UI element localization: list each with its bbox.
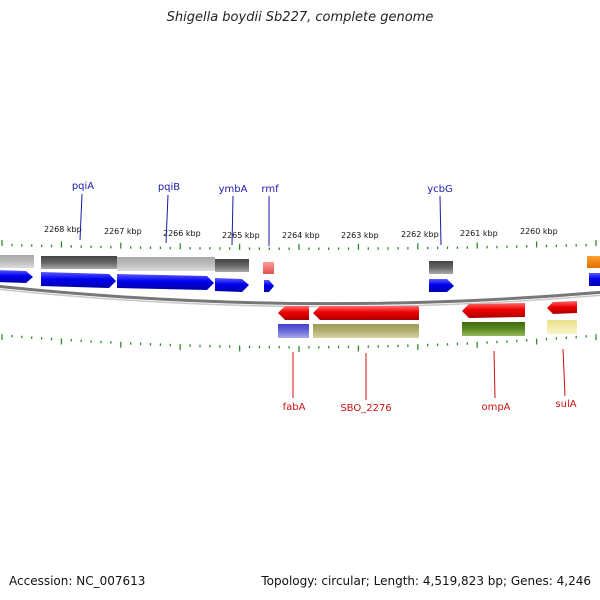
label-leaders-top [80,194,441,246]
feature-bar[interactable] [278,324,309,338]
gene-arrow-forward[interactable] [41,272,116,288]
gene-arrow-forward[interactable] [429,279,454,292]
feature-bar[interactable] [215,259,249,272]
tick-marks-top [2,240,596,250]
gene-label-ymbA[interactable]: ymbA [219,184,248,195]
gene-label-ompA[interactable]: ompA [481,402,510,413]
feature-bar[interactable] [547,320,577,334]
gene-label-rmf[interactable]: rmf [261,184,279,195]
scale-label: 2265 kbp [222,231,260,240]
scale-label: 2261 kbp [460,229,498,238]
gene-labels-bottom: fabA SBO_2276 ompA sulA [283,399,577,414]
gene-label-SBO_2276[interactable]: SBO_2276 [340,403,391,414]
scale-label: 2268 kbp [44,225,82,234]
scale-label: 2267 kbp [104,227,142,236]
gene-label-fabA[interactable]: fabA [283,402,306,413]
gene-label-ycbG[interactable]: ycbG [427,184,453,195]
gene-arrow-forward[interactable] [215,278,249,292]
gene-arrow-reverse[interactable] [547,301,577,314]
gene-label-sulA[interactable]: sulA [555,399,576,410]
feature-track-lower [278,320,577,338]
feature-bar[interactable] [587,256,600,268]
gene-arrow-reverse[interactable] [278,306,309,320]
accession-text: Accession: NC_007613 [9,574,145,588]
feature-bar[interactable] [41,256,117,269]
feature-bar[interactable] [313,324,419,338]
forward-strand-genes [0,270,600,292]
feature-track-upper [0,255,600,274]
gene-arrow-forward[interactable] [589,273,600,286]
scale-label: 2260 kbp [520,227,558,236]
gene-label-pqiA[interactable]: pqiA [72,181,94,192]
genome-summary-text: Topology: circular; Length: 4,519,823 bp… [261,574,591,588]
feature-bar[interactable] [117,257,215,271]
gene-arrow-forward[interactable] [0,270,33,283]
scale-label: 2263 kbp [341,231,379,240]
gene-arrow-reverse[interactable] [313,306,419,320]
gene-arrow-forward[interactable] [117,274,214,290]
gene-arrow-reverse[interactable] [462,303,525,318]
label-leaders-bottom [293,349,565,400]
scale-label: 2262 kbp [401,230,439,239]
feature-bar[interactable] [429,261,453,274]
gene-arrow-forward[interactable] [264,280,274,292]
genome-map[interactable]: 2268 kbp 2267 kbp 2266 kbp 2265 kbp 2264… [0,0,600,600]
feature-bar[interactable] [0,255,34,268]
gene-labels-top: pqiA pqiB ymbA rmf ycbG [72,181,453,195]
gene-label-pqiB[interactable]: pqiB [158,182,180,193]
feature-bar[interactable] [462,322,525,336]
feature-bar[interactable] [263,262,274,274]
scale-label: 2266 kbp [163,229,201,238]
scale-labels: 2268 kbp 2267 kbp 2266 kbp 2265 kbp 2264… [44,225,558,240]
scale-label: 2264 kbp [282,231,320,240]
